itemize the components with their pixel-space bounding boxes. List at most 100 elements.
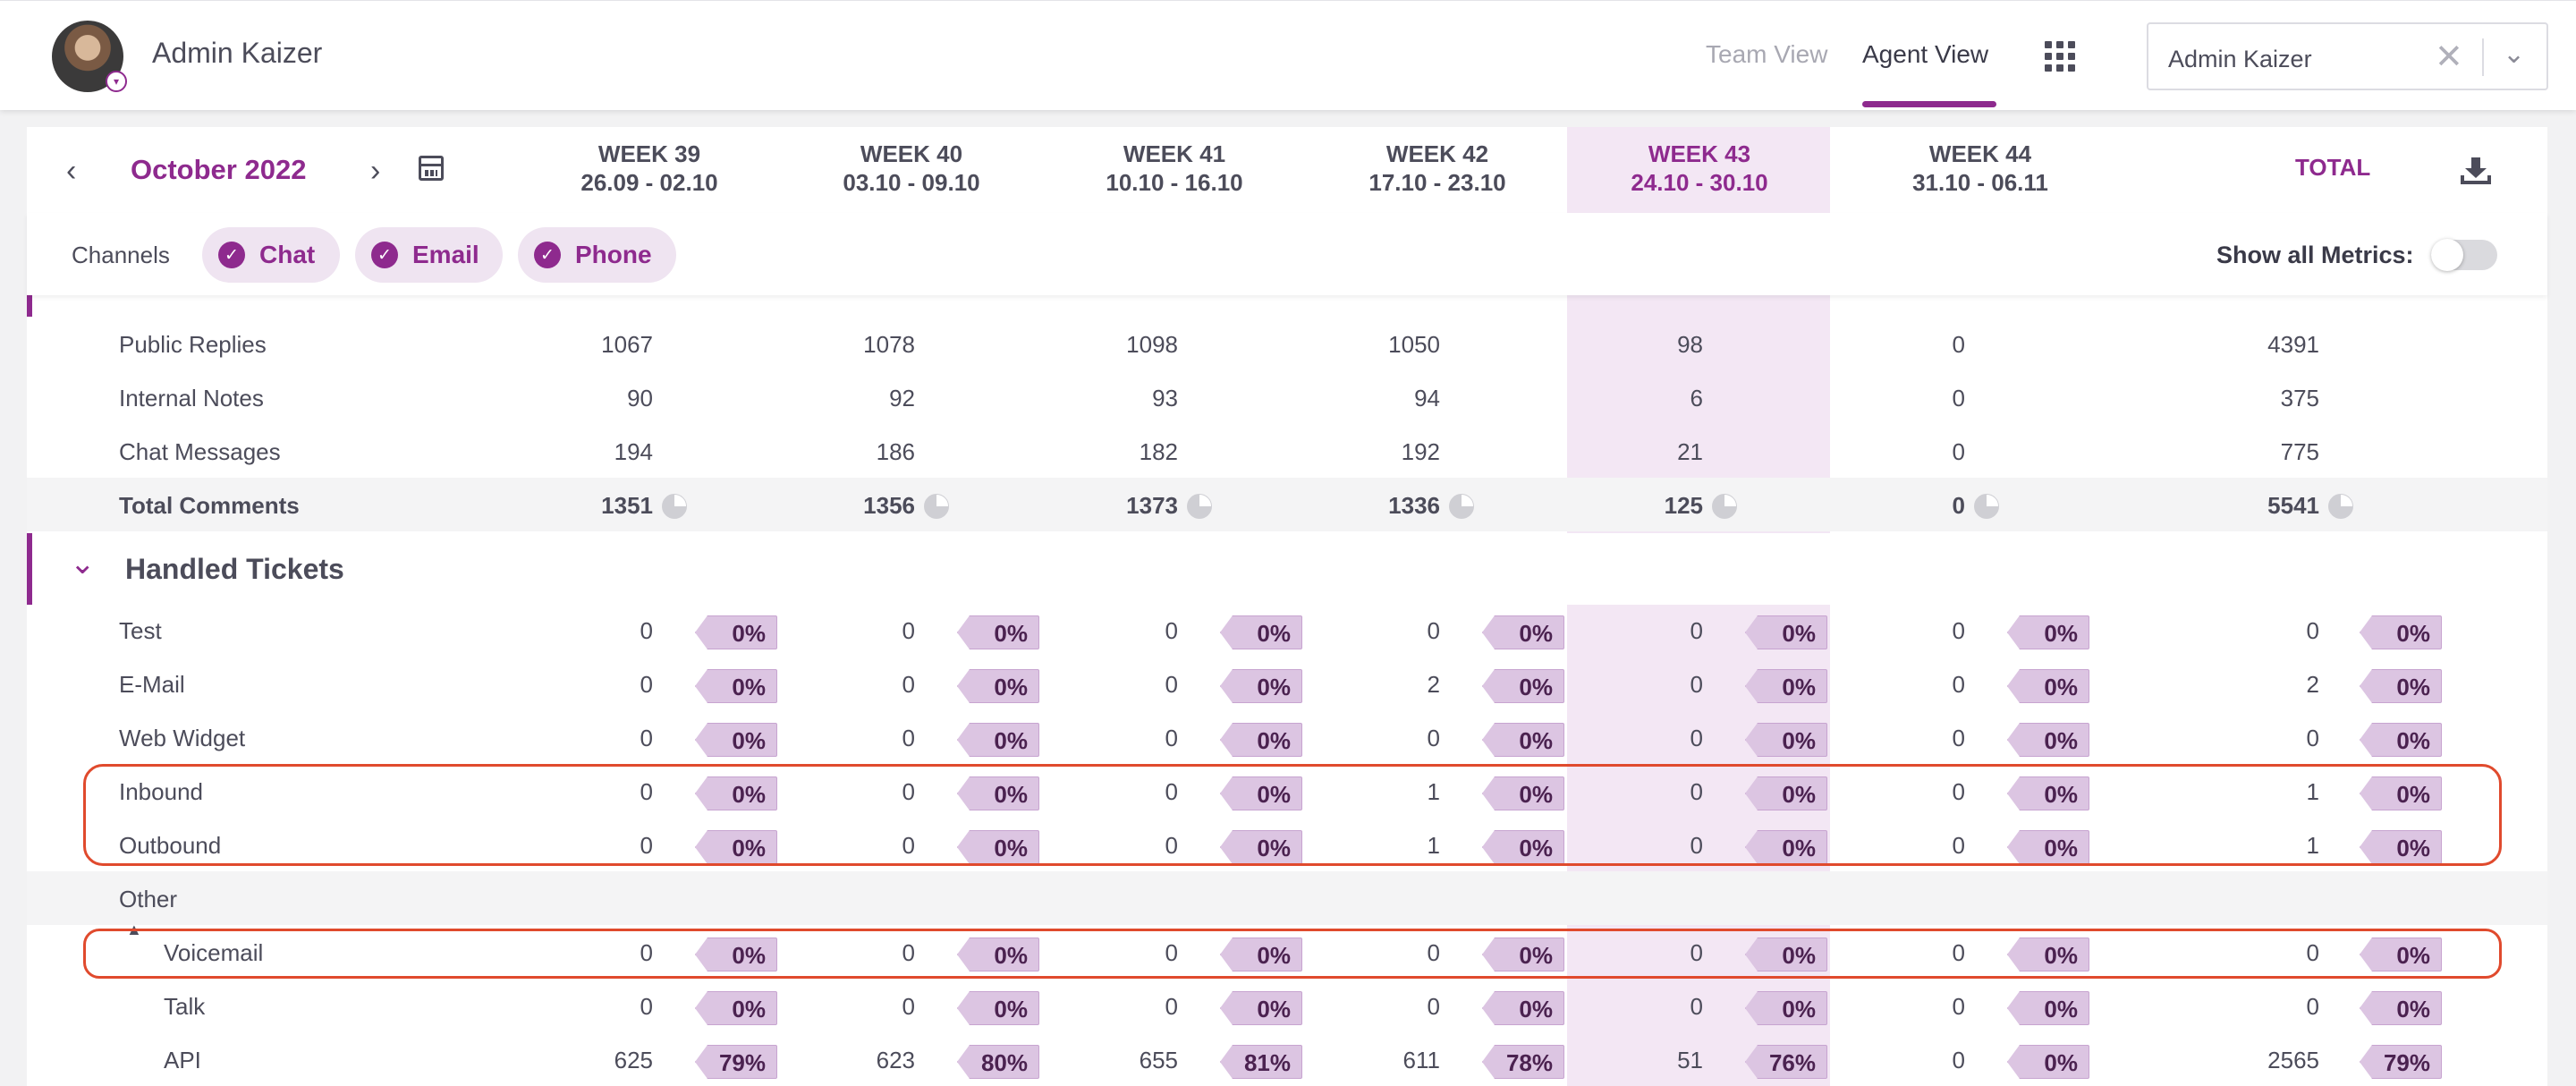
table-row: Web Widget 0 0% 0 0% 0 0% 0 0% 0 0% 0 0% 0 0% [27,710,2547,764]
show-all-metrics-toggle[interactable] [2431,239,2497,271]
percent-badge: 0% [1482,938,1564,971]
agent-select-value: Admin Kaizer [2168,46,2312,72]
percent-badge: 0% [1745,776,1827,810]
cell-value: 1 [2306,832,2319,859]
cell-value: 611 [1402,1047,1440,1073]
user-name: Admin Kaizer [152,37,323,69]
pie-chart-icon[interactable] [1187,494,1212,519]
cell-value: 0 [2306,939,2319,966]
row-label: Talk [164,993,206,1020]
agent-select[interactable]: Admin Kaizer ✕ ⌄ [2147,22,2548,90]
cell-value: 0 [1952,492,1965,519]
cell-value: 194 [614,438,653,465]
cell-value: 375 [2280,385,2319,411]
cell-value: 0 [1952,438,1965,465]
percent-badge: 0% [957,938,1039,971]
percent-badge: 79% [695,1045,777,1079]
week-column-header: WEEK 40 03.10 - 09.10 [795,140,1028,197]
check-icon: ✓ [371,242,398,268]
cell-value: 0 [2306,993,2319,1020]
cell-value: 192 [1401,438,1440,465]
week-number: WEEK 41 [1123,140,1226,167]
cell-value: 1336 [1388,492,1440,519]
pie-chart-icon[interactable] [1449,494,1474,519]
table-row: Public Replies 1067 1078 1098 1050 98 0 4391 [27,317,2547,370]
other-group-toggle[interactable]: Other ▲ [119,886,177,941]
channels-label: Channels [72,242,170,268]
cell-value: 0 [1690,832,1703,859]
percent-badge: 0% [1482,669,1564,703]
percent-badge: 0% [2360,723,2442,757]
section-accent [27,295,32,317]
cell-value: 0 [1165,725,1178,751]
week-range: 03.10 - 09.10 [843,169,980,196]
cell-value: 0 [1952,617,1965,644]
percent-badge: 0% [695,723,777,757]
cell-value: 94 [1414,385,1440,411]
tab-agent-view[interactable]: Agent View [1862,40,1989,68]
cell-value: 5541 [2267,492,2319,519]
download-icon[interactable] [2461,156,2491,184]
cell-value: 2565 [2267,1047,2319,1073]
chevron-down-icon[interactable]: ⌄ [70,547,96,581]
section-title: Handled Tickets [125,553,344,585]
percent-badge: 0% [2360,615,2442,649]
prev-month-button[interactable]: ‹ [66,154,77,188]
percent-badge: 0% [2360,830,2442,864]
next-month-button[interactable]: › [370,154,381,188]
week-column-header: WEEK 41 10.10 - 16.10 [1058,140,1291,197]
cell-value: 0 [1952,939,1965,966]
cell-value: 186 [876,438,915,465]
pie-chart-icon[interactable] [2328,494,2353,519]
pie-chart-icon[interactable] [1974,494,1999,519]
week-number: WEEK 43 [1648,140,1751,167]
pie-chart-icon[interactable] [1712,494,1737,519]
chevron-down-icon[interactable]: ⌄ [2503,39,2526,69]
cell-value: 0 [902,993,915,1020]
percent-badge: 0% [1482,615,1564,649]
group-row-other: Other ▲ [27,871,2547,938]
row-label: Test [119,617,162,644]
row-label: Public Replies [119,331,267,358]
cell-value: 0 [1165,671,1178,698]
percent-badge: 0% [2007,1045,2089,1079]
section-header-handled-tickets[interactable]: ⌄ Handled Tickets [27,533,2547,605]
cell-value: 0 [1952,331,1965,358]
pie-chart-icon[interactable] [924,494,949,519]
cell-value: 0 [902,939,915,966]
table-row: Talk 0 0% 0 0% 0 0% 0 0% 0 0% 0 0% 0 0% [27,979,2547,1032]
percent-badge: 0% [2007,615,2089,649]
cell-value: 625 [614,1047,653,1073]
table-row: Chat Messages 194 186 182 192 21 0 775 [27,424,2547,478]
channel-chip-chat[interactable]: ✓ Chat [202,227,340,283]
cell-value: 0 [640,939,653,966]
channel-chip-phone[interactable]: ✓ Phone [518,227,676,283]
row-label: Inbound [119,778,203,805]
cell-value: 1078 [863,331,915,358]
check-icon: ✓ [534,242,561,268]
percent-badge: 0% [957,830,1039,864]
row-label: Other [119,886,178,912]
cell-value: 0 [1690,617,1703,644]
apps-grid-icon[interactable] [2045,41,2075,72]
avatar-menu-icon[interactable]: ▾ [106,71,127,92]
channel-chip-email[interactable]: ✓ Email [355,227,503,283]
cell-value: 21 [1677,438,1703,465]
calendar-icon[interactable] [419,156,444,181]
top-header: ▾ Admin Kaizer Team View Agent View Admi… [0,0,2576,110]
percent-badge: 0% [695,669,777,703]
cell-value: 0 [902,671,915,698]
tab-team-view[interactable]: Team View [1706,40,1828,68]
cell-value: 0 [1952,1047,1965,1073]
percent-badge: 0% [2360,938,2442,971]
pie-chart-icon[interactable] [662,494,687,519]
clear-icon[interactable]: ✕ [2435,38,2463,76]
cell-value: 0 [902,778,915,805]
table-row: Inbound 0 0% 0 0% 0 0% 1 0% 0 0% 0 0% 1 0% [27,764,2547,818]
row-label: Chat Messages [119,438,281,465]
percent-badge: 0% [957,723,1039,757]
cell-value: 655 [1139,1047,1178,1073]
cell-value: 125 [1664,492,1703,519]
week-range: 17.10 - 23.10 [1368,169,1506,196]
cell-value: 1373 [1126,492,1178,519]
